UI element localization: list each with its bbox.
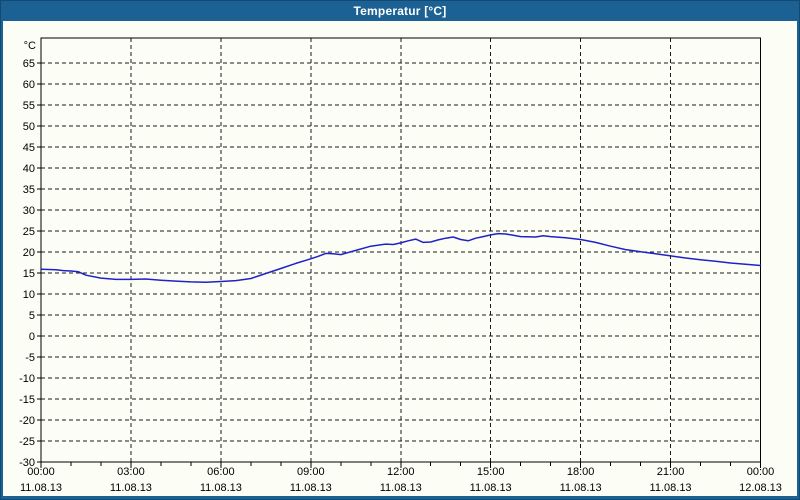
temperature-line <box>40 232 762 284</box>
x-tick-time-label: 03:00 <box>117 466 145 478</box>
y-tick-label: 55 <box>23 100 35 112</box>
y-tick-label: 30 <box>23 205 35 217</box>
x-tick-date-label: 11.08.13 <box>560 482 602 494</box>
y-tick-label: 0 <box>29 331 35 343</box>
y-tick-label: 65 <box>23 58 35 70</box>
y-tick-label: -5 <box>25 352 35 364</box>
x-tick-time-label: 00:00 <box>747 466 775 478</box>
y-tick-label: -25 <box>19 436 35 448</box>
x-tick-time-label: 18:00 <box>567 466 595 478</box>
y-tick-label: 40 <box>23 163 35 175</box>
x-tick-date-label: 11.08.13 <box>20 482 62 494</box>
y-tick-label: -10 <box>19 373 35 385</box>
x-tick-date-label: 11.08.13 <box>380 482 422 494</box>
x-tick-date-label: 11.08.13 <box>110 482 152 494</box>
y-tick-label: 20 <box>23 247 35 259</box>
x-tick-date-label: 11.08.13 <box>470 482 512 494</box>
y-tick-label: 45 <box>23 142 35 154</box>
x-tick-date-label: 11.08.13 <box>200 482 242 494</box>
y-tick-label: 60 <box>23 79 35 91</box>
x-tick-date-label: 11.08.13 <box>290 482 332 494</box>
chart-area: 65 60 55 50 45 40 35 30 25 20 15 10 5 0 -5 -10 -15 -20 -25… <box>3 21 797 496</box>
x-tick-time-label: 12:00 <box>387 466 415 478</box>
y-tick-label: 50 <box>23 121 35 133</box>
x-tick-time-label: 15:00 <box>477 466 505 478</box>
window-titlebar: Temperatur [°C] <box>3 0 797 21</box>
y-axis-unit-label: °C <box>24 40 36 52</box>
x-tick-time-label: 21:00 <box>657 466 685 478</box>
y-tick-label: -20 <box>19 415 35 427</box>
y-tick-label: 25 <box>23 226 35 238</box>
y-tick-label: 35 <box>23 184 35 196</box>
x-tick-date-label: 11.08.13 <box>650 482 692 494</box>
window-title: Temperatur [°C] <box>353 3 447 18</box>
x-tick-time-label: 00:00 <box>27 466 55 478</box>
x-tick-time-label: 06:00 <box>207 466 235 478</box>
temperature-chart-canvas: 65605550454035302520151050-5-10-15-20-25… <box>19 37 782 494</box>
x-tick-date-label: 12.08.13 <box>739 482 782 494</box>
y-tick-label: 5 <box>29 310 35 322</box>
y-tick-label: 15 <box>23 268 35 280</box>
x-tick-time-label: 09:00 <box>297 466 325 478</box>
y-tick-label: 10 <box>23 289 35 301</box>
y-tick-label: -30 <box>19 457 35 469</box>
y-tick-label: -15 <box>19 394 35 406</box>
